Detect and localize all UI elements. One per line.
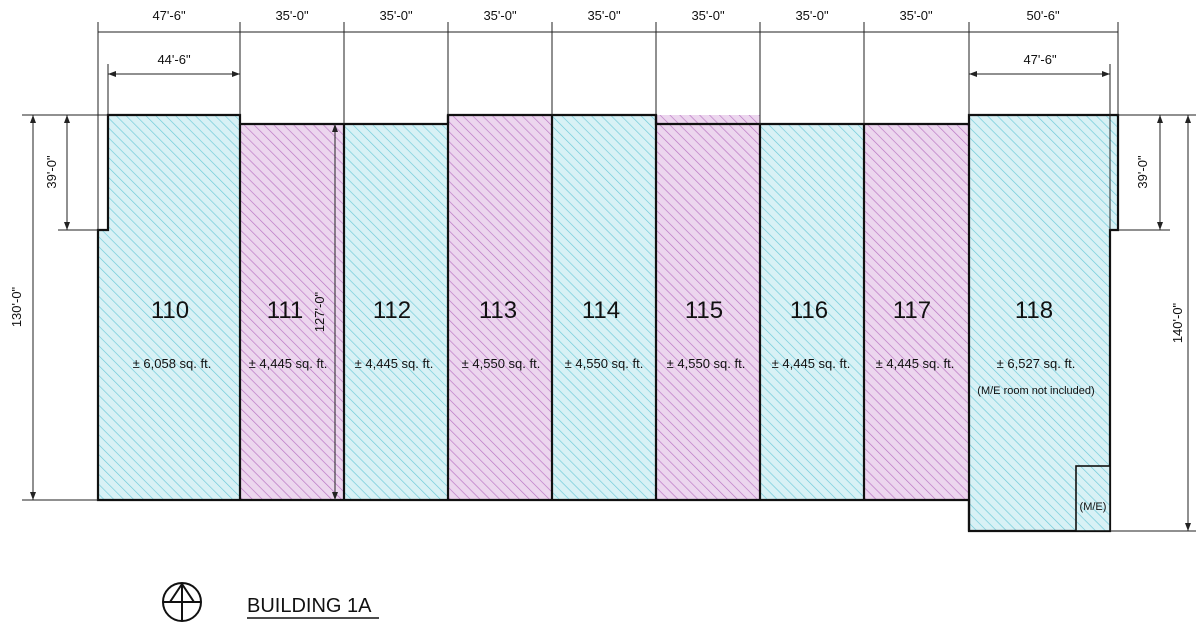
right-outer-dim-label: 140'-0": [1170, 302, 1185, 343]
top-dimension-line: [97, 22, 1119, 230]
unit-area-label: ± 4,550 sq. ft.: [667, 356, 746, 371]
unit-number: 110: [151, 297, 189, 324]
unit-number: 113: [479, 297, 517, 324]
left-outer-dimension: [22, 114, 108, 501]
inner-dimension-left: [107, 64, 240, 115]
top-dim-label: 35'-0": [691, 8, 725, 23]
top-dim-label: 35'-0": [275, 8, 309, 23]
unit-area-label: ± 6,058 sq. ft.: [133, 356, 212, 371]
unit-111-area: [240, 124, 344, 500]
unit-area-label: ± 6,527 sq. ft.: [997, 356, 1076, 371]
left-notch-dimension: [58, 115, 98, 231]
me-room-label: (M/E): [1080, 501, 1107, 513]
unit-number: 116: [790, 297, 828, 324]
unit-110-area: [98, 115, 240, 500]
top-dim-label: 35'-0": [379, 8, 413, 23]
top-dim-label: 35'-0": [587, 8, 621, 23]
unit-area-label: ± 4,445 sq. ft.: [772, 356, 851, 371]
unit-118-note: (M/E room not included): [977, 385, 1094, 397]
unit-114-area: [552, 115, 656, 500]
left-notch-dim-label: 39'-0": [44, 155, 59, 189]
top-dim-label: 35'-0": [483, 8, 517, 23]
unit-115-area: [656, 115, 760, 500]
unit-112-area: [344, 124, 448, 500]
building-title: BUILDING 1A: [247, 595, 372, 617]
right-notch-dimension: [1118, 114, 1170, 231]
top-dim-label: 35'-0": [795, 8, 829, 23]
unit-118-area: [969, 115, 1118, 531]
inner-dim-left-label: 44'-6": [157, 52, 191, 67]
unit-117-area: [864, 124, 969, 500]
inner-dimension-right: [969, 64, 1111, 230]
unit-number: 111: [267, 297, 303, 324]
unit-area-label: ± 4,445 sq. ft.: [876, 356, 955, 371]
north-arrow-icon: [162, 582, 202, 622]
top-dim-label: 50'-6": [1026, 8, 1060, 23]
unit-area-label: ± 4,445 sq. ft.: [249, 356, 328, 371]
unit-number: 112: [373, 297, 411, 324]
unit-113-area: [448, 115, 552, 500]
unit-area-label: ± 4,550 sq. ft.: [462, 356, 541, 371]
unit-111-depth-label: 127'-0": [312, 291, 327, 332]
unit-area-label: ± 4,550 sq. ft.: [565, 356, 644, 371]
unit-116-area: [760, 124, 864, 500]
unit-number: 114: [582, 297, 620, 324]
unit-number: 118: [1015, 297, 1053, 324]
unit-number: 117: [893, 297, 931, 324]
inner-dim-right-label: 47'-6": [1023, 52, 1057, 67]
top-dim-label: 47'-6": [152, 8, 186, 23]
top-dim-label: 35'-0": [899, 8, 933, 23]
unit-area-label: ± 4,445 sq. ft.: [355, 356, 434, 371]
unit-111-depth-dimension: [332, 124, 338, 500]
left-outer-dim-label: 130'-0": [9, 286, 24, 327]
me-room: [1075, 465, 1111, 532]
unit-number: 115: [685, 297, 723, 324]
right-notch-dim-label: 39'-0": [1135, 155, 1150, 189]
right-outer-dimension: [1110, 114, 1196, 532]
